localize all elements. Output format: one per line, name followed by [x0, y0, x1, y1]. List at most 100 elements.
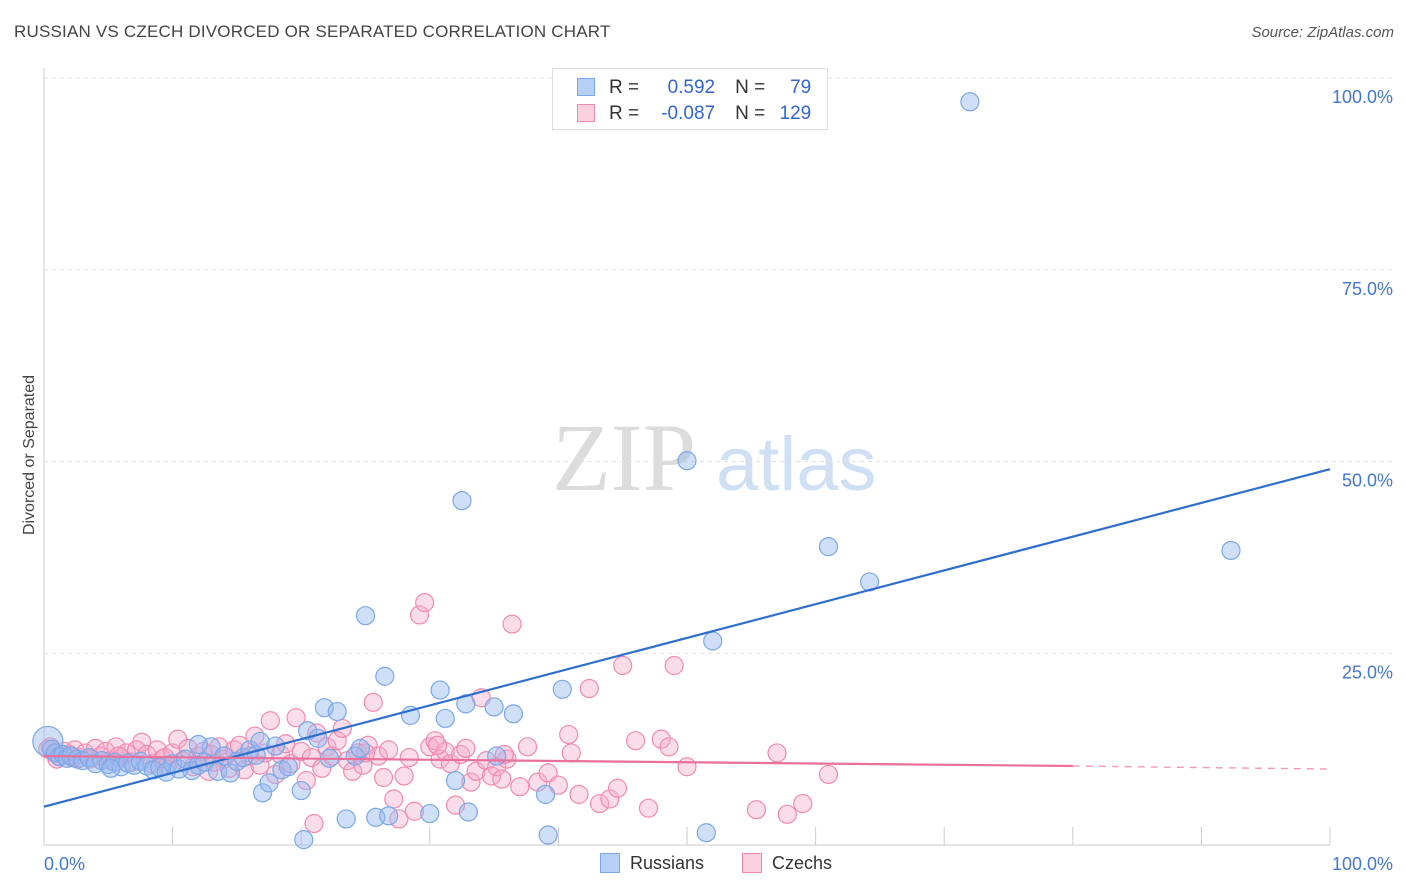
y-tick-label: 50.0% — [1342, 471, 1393, 491]
russians-point — [430, 680, 450, 700]
y-tick-label: 100.0% — [1332, 87, 1393, 107]
czechs-point — [327, 731, 347, 751]
bottom-legend-swatch-czechs — [742, 853, 762, 873]
russians-points — [32, 92, 1241, 850]
czechs-point — [502, 614, 522, 634]
czechs-point — [343, 761, 363, 781]
russians-point — [484, 697, 504, 717]
bottom-legend-label-russians: Russians — [630, 853, 705, 873]
czechs-point — [322, 746, 342, 766]
russians-point — [45, 743, 66, 763]
czechs-point — [456, 738, 476, 758]
czechs-point — [638, 798, 659, 818]
czechs-point — [607, 778, 628, 798]
axes — [43, 68, 1331, 846]
czechs-point — [394, 766, 414, 786]
czechs-point — [561, 743, 581, 763]
bottom-legend-swatch-russians — [600, 853, 620, 873]
czechs-point — [793, 793, 813, 814]
trend-lines — [43, 468, 1331, 808]
grid — [44, 77, 1392, 654]
czechs-point — [651, 729, 671, 749]
czechs-point — [260, 711, 280, 731]
czechs-point — [538, 763, 558, 783]
watermark-zip: ZIP — [552, 404, 696, 511]
bottom-legend-label-czechs: Czechs — [772, 853, 833, 873]
y-tick-label: 25.0% — [1342, 662, 1393, 682]
czechs-point — [209, 737, 229, 757]
russians-point — [696, 823, 716, 843]
czechs-point — [363, 692, 383, 712]
legend-n-label: N = — [735, 77, 766, 98]
russians-point — [188, 734, 208, 755]
bottom-legend-russians: Russians — [600, 853, 704, 874]
czechs-point — [677, 757, 697, 777]
russians-point — [487, 746, 507, 766]
watermark-atlas: atlas — [716, 422, 877, 507]
czechs-points — [38, 593, 839, 834]
czechs-point — [494, 744, 514, 765]
russians-point — [294, 830, 314, 850]
russians-point — [703, 631, 723, 651]
czechs-point — [589, 793, 610, 814]
russians-point — [101, 758, 121, 778]
russians-point — [445, 770, 466, 791]
x-tick-label-max: 100.0% — [1332, 854, 1393, 874]
legend-n-label: N = — [735, 103, 766, 124]
russians-point — [452, 491, 472, 511]
russians-point — [458, 802, 478, 822]
russians-point — [818, 537, 839, 557]
czechs-point — [579, 678, 599, 699]
czechs-point — [777, 804, 797, 824]
russians-point — [291, 780, 311, 801]
czechs-point — [291, 741, 311, 762]
russians-point — [538, 825, 558, 845]
czechs-trend-extension — [1072, 765, 1331, 770]
czechs-point — [569, 784, 589, 804]
czechs-point — [746, 800, 767, 820]
russians-point — [535, 784, 556, 804]
czechs-point — [613, 655, 633, 676]
czechs-point — [409, 605, 430, 625]
czechs-point — [625, 731, 646, 751]
russians-trend-line — [43, 468, 1331, 808]
russians-point — [435, 708, 455, 729]
czechs-point — [250, 755, 270, 775]
czechs-point — [600, 789, 620, 809]
correlation-legend: R = 0.592 N = 79 R = -0.087 N = 129 — [552, 68, 828, 130]
czechs-point — [399, 747, 419, 768]
russians-point — [552, 679, 572, 699]
czechs-point — [659, 737, 679, 757]
czechs-point — [304, 813, 324, 834]
czechs-point — [510, 777, 530, 797]
russians-point — [259, 773, 279, 793]
x-tick-label-min: 0.0% — [44, 854, 85, 874]
czechs-point — [559, 724, 579, 745]
czechs-point — [286, 708, 306, 728]
russians-point — [677, 451, 697, 471]
czechs-point — [517, 737, 538, 757]
russians-point — [503, 704, 523, 724]
russians-point — [350, 738, 370, 758]
czechs-point — [427, 735, 448, 755]
legend-r-value-russians: 0.592 — [667, 77, 716, 98]
russians-point — [327, 701, 347, 722]
legend-row-russians: R = 0.592 N = 79 — [577, 77, 811, 99]
czechs-point — [379, 740, 399, 760]
legend-r-value-czechs: -0.087 — [661, 103, 716, 124]
russians-point — [53, 744, 73, 765]
czechs-point — [818, 764, 839, 785]
russians-point — [220, 763, 241, 783]
russians-point — [1221, 540, 1241, 561]
legend-n-value-russians: 79 — [790, 77, 812, 98]
legend-swatch-czechs — [577, 104, 595, 122]
russians-point — [960, 92, 980, 112]
czechs-point — [415, 593, 435, 613]
russians-point — [336, 809, 356, 829]
czechs-point — [404, 801, 424, 821]
czechs-point — [492, 769, 512, 789]
legend-swatch-russians — [577, 78, 595, 96]
czechs-point — [420, 737, 440, 757]
y-axis-label: Divorced or Separated — [21, 375, 38, 535]
